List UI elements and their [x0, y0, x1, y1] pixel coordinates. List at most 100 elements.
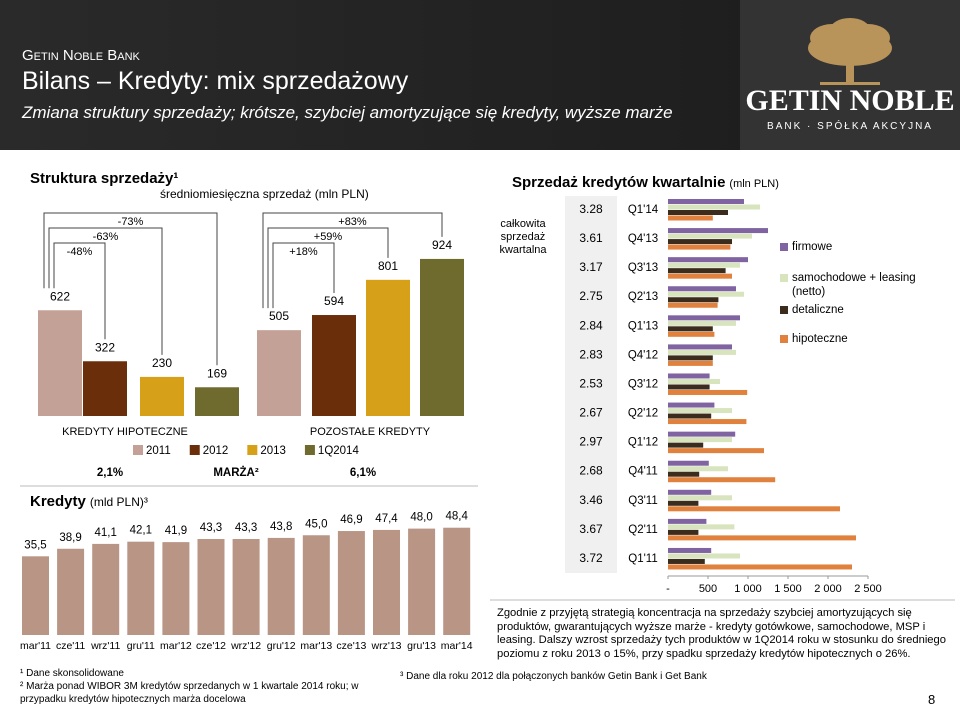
change-label: -63% — [93, 231, 119, 243]
footnote: ² Marża ponad WIBOR 3M kredytów sprzedan… — [20, 681, 359, 705]
bar — [668, 239, 732, 245]
bar — [366, 279, 410, 416]
brand: Getin Noble Bank — [22, 47, 141, 64]
value-label: 801 — [378, 259, 398, 273]
value-label: 42,1 — [130, 525, 152, 537]
commentary: Zgodnie z przyjętą strategią koncentracj… — [497, 607, 946, 660]
bar — [668, 210, 728, 215]
bar — [668, 518, 707, 524]
logo-tree — [808, 18, 892, 85]
value-label: 48,4 — [446, 511, 469, 523]
legend-swatch — [304, 445, 315, 455]
value-label: 45,0 — [305, 518, 327, 530]
bar — [668, 302, 718, 308]
legend-swatch — [780, 335, 788, 343]
change-label: +18% — [289, 246, 318, 258]
totals-column — [565, 196, 617, 573]
y-tick-label: Q3'11 — [628, 495, 657, 507]
x-tick-label: mar'11 — [20, 640, 51, 652]
bar — [668, 558, 705, 564]
bar — [127, 541, 155, 635]
legend-label: 2011 — [146, 445, 171, 457]
slide-title: Bilans – Kredyty: mix sprzedażowy — [22, 67, 409, 95]
bar — [668, 315, 740, 321]
bar — [668, 389, 748, 395]
bar — [668, 506, 840, 512]
value-label: 35,5 — [24, 539, 46, 551]
bar — [312, 315, 356, 416]
bar — [668, 199, 744, 204]
total-label: 3.67 — [579, 522, 603, 536]
chart-unit: (mln PLN) — [729, 178, 779, 190]
x-tick-label: cze'11 — [56, 640, 85, 652]
bar — [668, 495, 732, 501]
total-label: 2.83 — [579, 347, 603, 361]
y-tick-label: Q2'11 — [628, 524, 657, 536]
y-tick-label: Q4'11 — [628, 466, 657, 478]
slide-subtitle: Zmiana struktury sprzedaży; krótsze, szy… — [21, 103, 673, 122]
value-label: 41,1 — [95, 527, 117, 539]
legend-swatch — [189, 445, 200, 455]
chart-title: Struktura sprzedaży¹ — [30, 170, 178, 187]
total-label: 3.61 — [579, 231, 603, 245]
y-tick-label: Q2'13 — [628, 291, 658, 303]
chart-unit: (mld PLN)³ — [90, 495, 148, 509]
x-tick-label: wrz'11 — [90, 640, 120, 652]
bar — [668, 529, 699, 535]
bar — [337, 531, 365, 635]
bar — [668, 273, 732, 279]
bar — [668, 564, 852, 570]
legend-entry: samochodowe + leasing (netto) — [780, 271, 922, 299]
bar — [668, 489, 712, 495]
bar — [668, 477, 776, 483]
bar — [668, 297, 719, 303]
page-number: 8 — [928, 692, 936, 707]
bar — [668, 402, 715, 408]
x-tick-label: 1 000 — [734, 583, 762, 595]
change-bracket — [48, 227, 163, 355]
x-tick-label: mar'14 — [441, 640, 473, 652]
legend-swatch — [780, 243, 788, 251]
value-label: 46,9 — [340, 514, 362, 526]
x-tick-label: 2 500 — [854, 583, 882, 595]
bar — [420, 258, 464, 416]
value-label: 38,9 — [59, 532, 81, 544]
bar — [668, 378, 720, 384]
legend-label: 2012 — [203, 445, 229, 457]
value-label: 43,3 — [200, 522, 222, 534]
bar — [668, 442, 704, 448]
bar — [38, 310, 82, 416]
x-tick-label: 500 — [699, 583, 717, 595]
value-label: 622 — [50, 289, 70, 303]
change-bracket — [272, 242, 335, 309]
total-label: 2.67 — [579, 406, 603, 420]
bar — [668, 349, 736, 355]
legend-entry: detaliczne — [780, 303, 922, 317]
bar — [668, 437, 732, 443]
total-label: 2.68 — [579, 464, 603, 478]
bar — [668, 326, 713, 332]
bar — [267, 537, 295, 635]
bar — [668, 373, 710, 379]
value-label: 505 — [269, 309, 289, 323]
legend-swatch — [133, 445, 143, 455]
total-label: 2.84 — [579, 318, 603, 332]
bar — [668, 500, 699, 506]
y-tick-label: Q1'13 — [628, 320, 658, 332]
total-label: 3.28 — [579, 202, 603, 216]
value-label: 48,0 — [410, 512, 432, 524]
bar — [257, 330, 301, 416]
y-tick-label: Q1'12 — [628, 437, 658, 449]
value-label: 924 — [432, 238, 452, 252]
bar — [668, 244, 731, 250]
change-label: -48% — [67, 246, 93, 258]
x-tick-label: wrz'13 — [370, 640, 401, 652]
x-tick-label: cze'12 — [196, 640, 226, 652]
y-tick-label: Q1'11 — [628, 553, 657, 565]
y-tick-label: Q3'12 — [628, 378, 658, 390]
legend-label: hipoteczne — [792, 333, 848, 345]
value-label: 322 — [95, 340, 115, 354]
bar — [195, 387, 239, 416]
